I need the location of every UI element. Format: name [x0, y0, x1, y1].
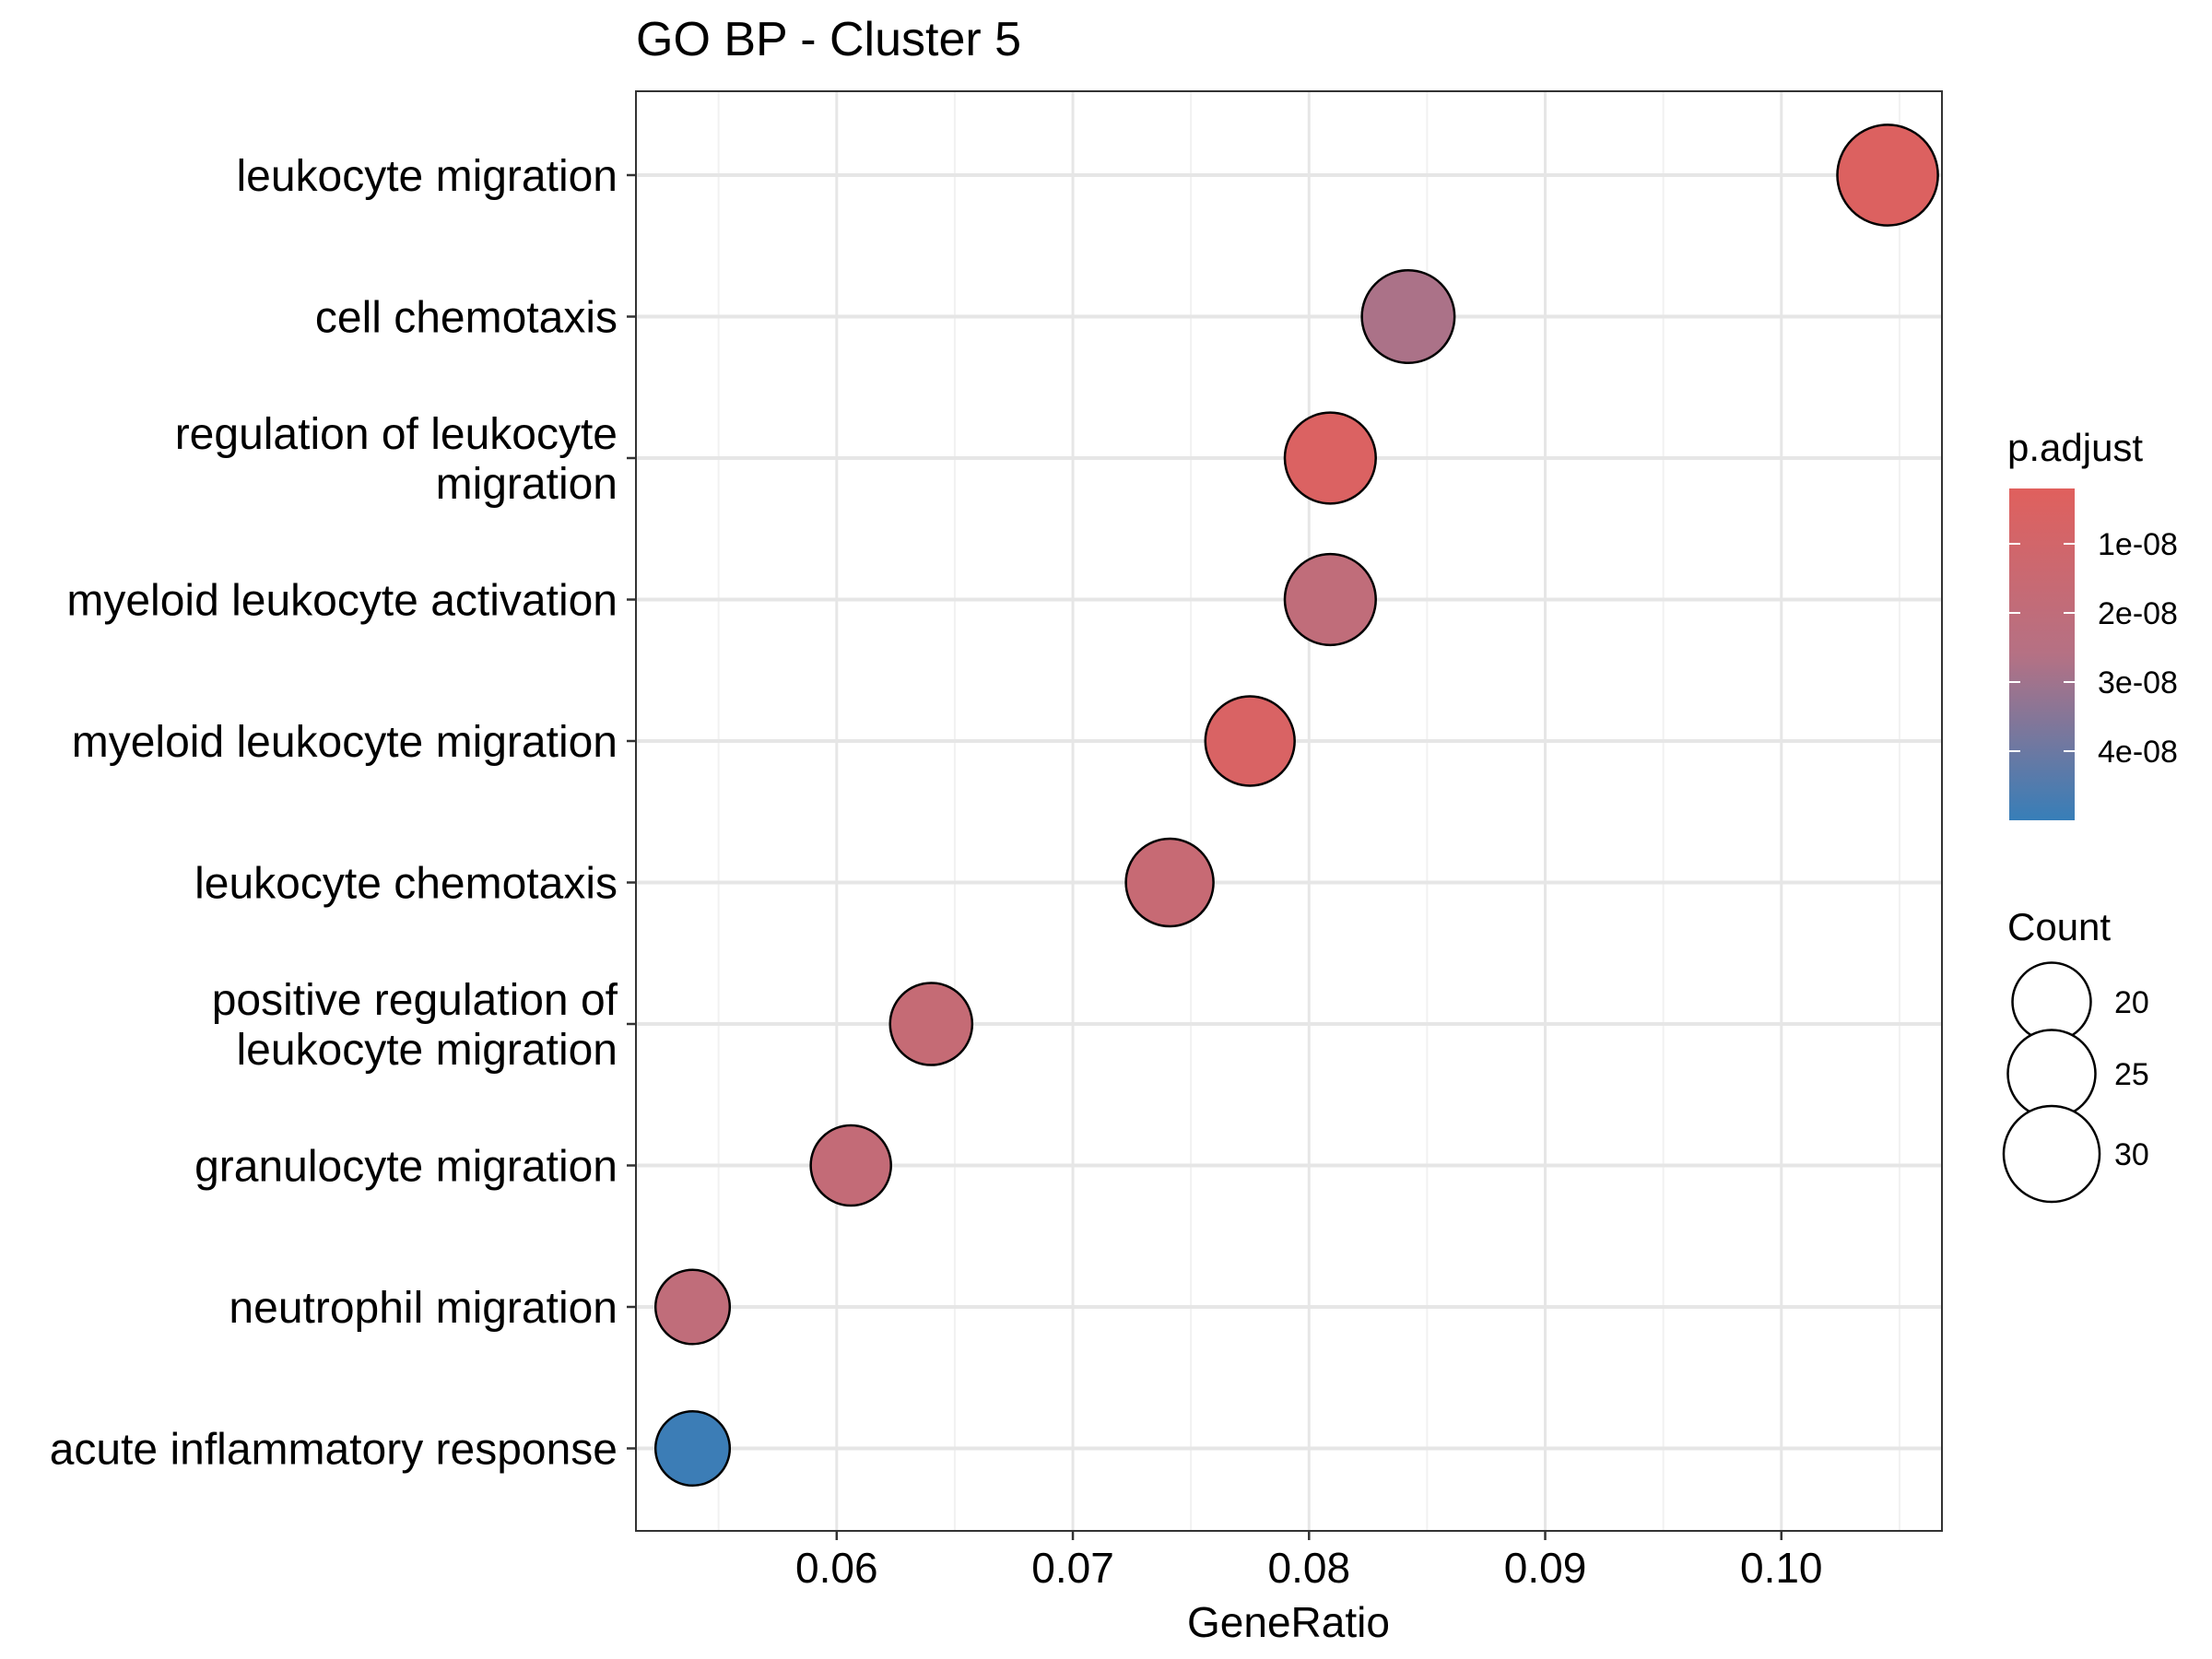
size-legend-key — [2002, 1104, 2101, 1204]
data-point — [1283, 552, 1377, 647]
color-legend-ticks: 1e-08 2e-08 3e-08 4e-08 — [2009, 527, 2178, 770]
data-point — [1360, 268, 1456, 365]
x-tick-label: 0.10 — [1740, 1544, 1823, 1592]
data-point — [809, 1124, 892, 1207]
y-tick-label: regulation of leukocyte — [175, 410, 618, 459]
size-legend-label: 30 — [2114, 1137, 2149, 1172]
y-tick-label: cell chemotaxis — [315, 294, 618, 343]
size-legend: Count 20 25 30 — [2002, 905, 2149, 1204]
size-legend-label: 25 — [2114, 1057, 2149, 1092]
data-point — [1283, 411, 1377, 505]
x-axis-title: GeneRatio — [1187, 1598, 1390, 1646]
y-axis: leukocyte migration cell chemotaxis regula… — [50, 152, 636, 1475]
color-legend-title: p.adjust — [2007, 426, 2143, 469]
y-tick-label: myeloid leukocyte migration — [72, 718, 618, 767]
color-legend-label: 3e-08 — [2098, 665, 2178, 700]
y-tick-label: myeloid leukocyte activation — [66, 577, 618, 626]
x-tick-label: 0.09 — [1504, 1544, 1587, 1592]
data-point — [653, 1409, 732, 1488]
data-point — [1836, 124, 1939, 227]
size-legend-label: 20 — [2114, 985, 2149, 1020]
chart-title: GO BP - Cluster 5 — [636, 13, 1021, 66]
size-legend-key — [2006, 1029, 2097, 1119]
x-tick-label: 0.06 — [795, 1544, 878, 1592]
y-tick-label: granulocyte migration — [194, 1143, 618, 1192]
data-point — [1124, 837, 1215, 928]
grid-major — [636, 91, 1942, 1531]
color-legend-bar — [2009, 488, 2075, 820]
data-points — [653, 124, 1939, 1488]
color-legend-label: 4e-08 — [2098, 735, 2178, 770]
data-point — [653, 1268, 732, 1346]
y-tick-label: neutrophil migration — [229, 1284, 618, 1333]
x-axis: 0.06 0.07 0.08 0.09 0.10 — [795, 1531, 1823, 1592]
x-tick-label: 0.08 — [1268, 1544, 1351, 1592]
plot-panel-border — [635, 90, 1943, 1532]
size-legend-items: 20 25 30 — [2002, 961, 2149, 1204]
y-tick-label: migration — [436, 460, 618, 509]
y-tick-label: acute inflammatory response — [50, 1426, 618, 1475]
y-tick-label: positive regulation of — [212, 976, 618, 1025]
y-tick-label: leukocyte migration — [236, 152, 618, 201]
y-tick-label: leukocyte migration — [236, 1026, 618, 1075]
color-legend-label: 2e-08 — [2098, 596, 2178, 631]
y-tick-label: leukocyte chemotaxis — [194, 860, 618, 909]
data-point — [1204, 695, 1296, 787]
size-legend-title: Count — [2007, 905, 2111, 948]
color-legend-label: 1e-08 — [2098, 527, 2178, 562]
data-point — [888, 982, 974, 1066]
x-tick-label: 0.07 — [1031, 1544, 1114, 1592]
color-legend: p.adjust 1e-08 2e-08 3e-08 4e-08 — [2007, 426, 2178, 820]
